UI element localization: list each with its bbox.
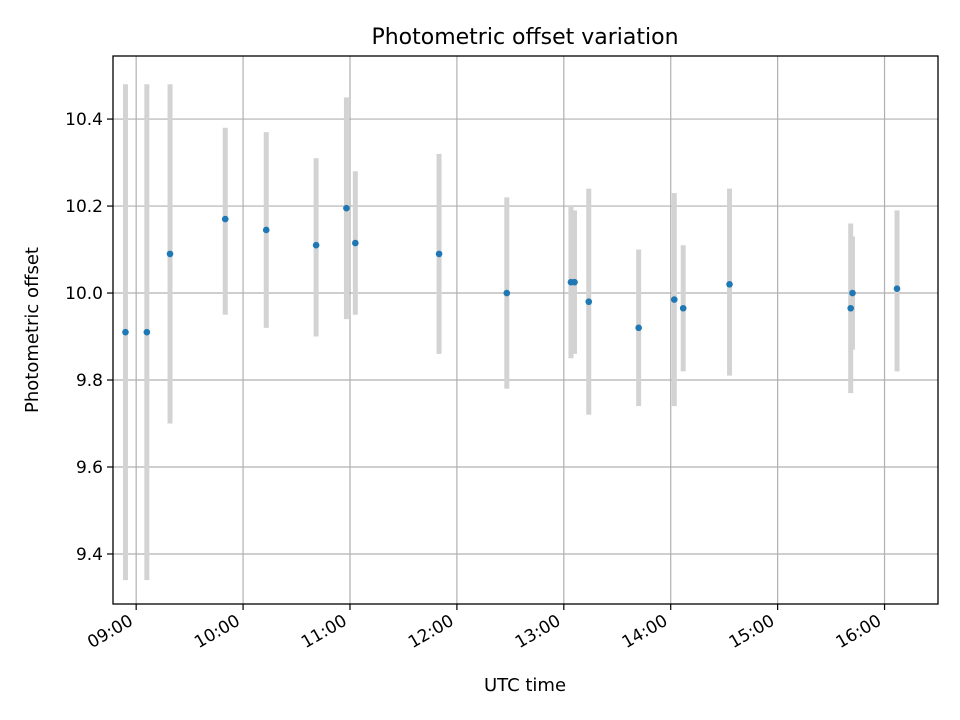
data-point [143,328,151,336]
x-tick-label: 10:00 [191,611,243,653]
data-point [435,250,443,258]
data-point [670,296,678,303]
x-tick-label: 15:00 [726,611,778,653]
data-point [847,304,854,312]
data-point [635,324,642,332]
data-point [312,241,320,249]
x-tick-label: 13:00 [512,611,564,653]
x-tick-label: 09:00 [84,611,136,653]
data-point [352,239,359,247]
grid-layer [113,56,938,604]
data-point [262,226,270,234]
data-point [893,285,901,292]
data-point [343,204,350,212]
x-tick-label: 14:00 [619,611,671,653]
x-tick-label: 11:00 [298,611,350,653]
data-point [122,328,129,336]
data-point [585,298,593,306]
y-tick-label: 10.0 [65,284,103,304]
x-tick-label: 12:00 [405,611,457,653]
y-tick-label: 9.8 [76,371,103,391]
x-tick-label: 16:00 [833,611,885,653]
tick-layer: 09:00 10:00 11:00 12:00 13:00 14:00 15:00 16:00… [65,110,886,653]
y-tick-label: 9.6 [76,458,103,478]
point-layer [122,204,901,336]
y-tick-label: 9.4 [76,545,103,565]
x-axis-label: UTC time [484,675,566,696]
data-point [849,289,856,297]
data-point [503,289,511,297]
plot-frame [112,55,939,605]
y-tick-label: 10.2 [65,197,103,217]
data-point [571,278,578,286]
data-point [679,304,687,312]
data-point [166,250,174,258]
chart-title: Photometric offset variation [371,25,678,50]
y-tick-label: 10.4 [65,110,103,130]
data-point [726,281,733,288]
y-axis-label: Photometric offset [22,247,43,413]
errorbar-layer [122,84,900,581]
data-point [221,215,229,223]
